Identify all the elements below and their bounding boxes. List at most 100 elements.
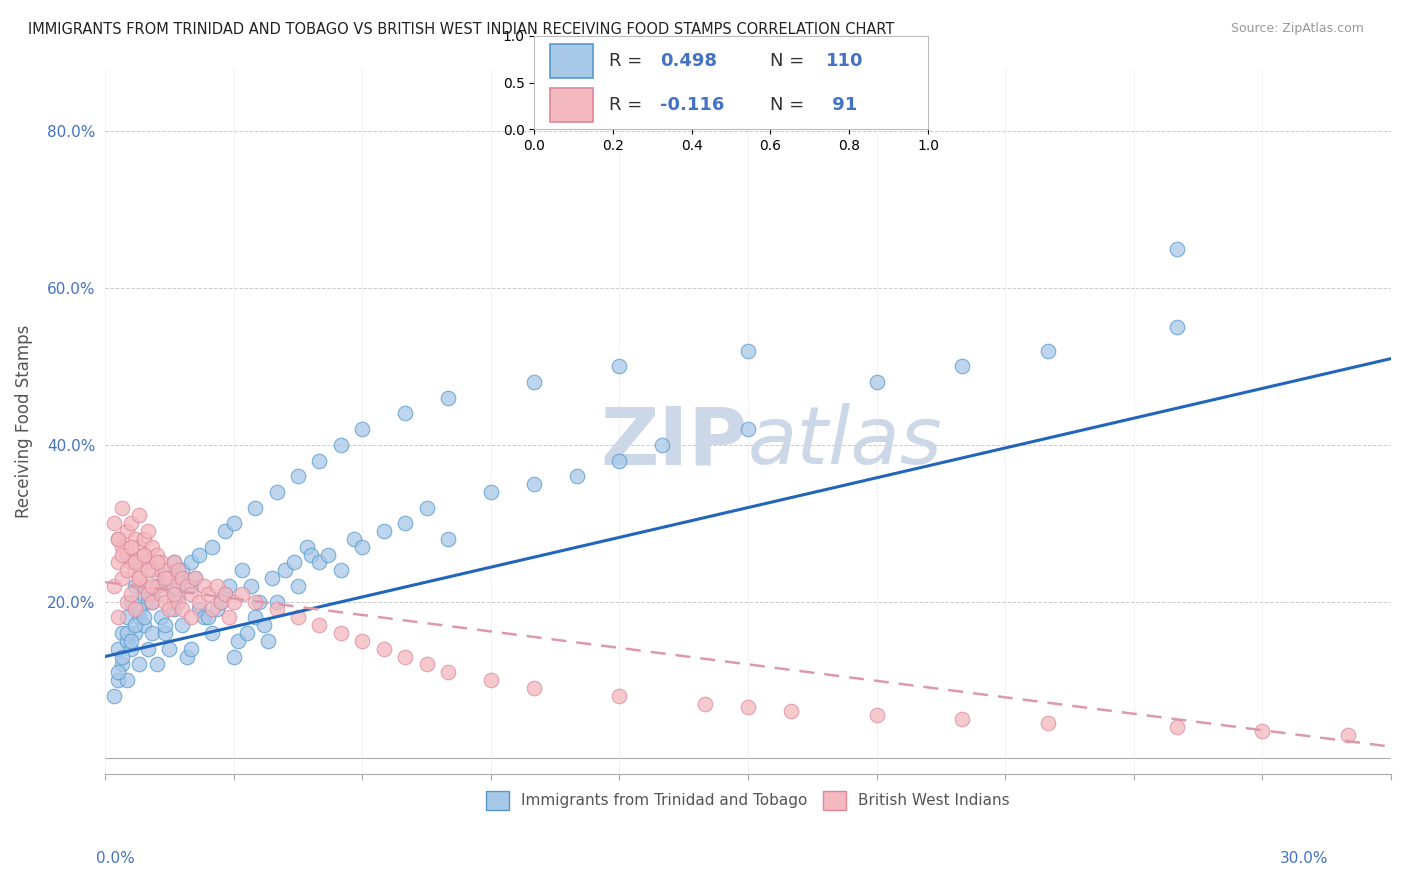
Point: [115, 673, 138, 687]
Point: [132, 579, 155, 593]
Point: [136, 594, 159, 608]
Point: [266, 594, 288, 608]
Point: [128, 508, 150, 523]
Point: [1166, 242, 1188, 256]
Point: [866, 375, 889, 389]
Point: [201, 602, 224, 616]
Point: [157, 602, 180, 616]
Point: [523, 477, 546, 491]
Point: [394, 649, 416, 664]
Point: [274, 563, 297, 577]
Point: [1166, 720, 1188, 734]
Point: [218, 610, 240, 624]
Point: [479, 484, 502, 499]
Point: [737, 343, 759, 358]
Point: [266, 484, 288, 499]
Point: [343, 532, 366, 546]
Point: [124, 618, 146, 632]
Text: R =: R =: [609, 52, 648, 70]
Point: [136, 587, 159, 601]
Point: [201, 626, 224, 640]
Point: [373, 524, 395, 538]
Text: 110: 110: [825, 52, 863, 70]
Point: [295, 540, 318, 554]
Point: [167, 594, 190, 608]
Point: [316, 548, 339, 562]
Point: [479, 673, 502, 687]
Point: [153, 571, 176, 585]
Point: [149, 587, 172, 601]
Point: [141, 626, 163, 640]
Point: [737, 700, 759, 714]
Text: IMMIGRANTS FROM TRINIDAD AND TOBAGO VS BRITISH WEST INDIAN RECEIVING FOOD STAMPS: IMMIGRANTS FROM TRINIDAD AND TOBAGO VS B…: [28, 22, 894, 37]
Point: [157, 571, 180, 585]
Point: [780, 705, 803, 719]
Text: ZIP: ZIP: [600, 403, 748, 482]
Point: [163, 556, 186, 570]
Point: [172, 618, 194, 632]
Point: [188, 602, 211, 616]
Point: [107, 532, 129, 546]
Point: [950, 712, 973, 726]
Point: [141, 594, 163, 608]
Point: [226, 633, 249, 648]
Point: [299, 548, 322, 562]
Text: Source: ZipAtlas.com: Source: ZipAtlas.com: [1230, 22, 1364, 36]
Point: [283, 556, 305, 570]
Point: [737, 422, 759, 436]
Text: atlas: atlas: [748, 403, 943, 482]
Point: [352, 422, 374, 436]
Point: [153, 594, 176, 608]
Point: [132, 548, 155, 562]
Point: [145, 579, 167, 593]
Point: [329, 563, 352, 577]
FancyBboxPatch shape: [550, 88, 593, 122]
Point: [124, 626, 146, 640]
Point: [308, 618, 330, 632]
Point: [609, 689, 631, 703]
Point: [609, 453, 631, 467]
Point: [153, 563, 176, 577]
Point: [287, 579, 309, 593]
Point: [107, 641, 129, 656]
Point: [115, 548, 138, 562]
Point: [180, 641, 202, 656]
Point: [180, 556, 202, 570]
Point: [866, 708, 889, 723]
Point: [201, 540, 224, 554]
Point: [373, 641, 395, 656]
Point: [124, 556, 146, 570]
Point: [153, 618, 176, 632]
Point: [193, 579, 215, 593]
Point: [120, 633, 142, 648]
Point: [651, 438, 673, 452]
Point: [222, 594, 245, 608]
Point: [120, 516, 142, 531]
Point: [176, 649, 198, 664]
Point: [266, 602, 288, 616]
Point: [128, 540, 150, 554]
Point: [141, 579, 163, 593]
Text: 30.0%: 30.0%: [1281, 851, 1329, 865]
Text: N =: N =: [770, 96, 810, 114]
Point: [111, 540, 134, 554]
Point: [124, 579, 146, 593]
Text: N =: N =: [770, 52, 810, 70]
Point: [437, 391, 460, 405]
Point: [163, 556, 186, 570]
Point: [172, 563, 194, 577]
Point: [111, 626, 134, 640]
Point: [136, 641, 159, 656]
Point: [695, 697, 717, 711]
Text: 0.0%: 0.0%: [96, 851, 135, 865]
Point: [239, 579, 262, 593]
Point: [136, 524, 159, 538]
Point: [145, 579, 167, 593]
Point: [128, 657, 150, 672]
Point: [107, 665, 129, 680]
Point: [132, 532, 155, 546]
Point: [111, 649, 134, 664]
Point: [565, 469, 588, 483]
Point: [188, 548, 211, 562]
Text: -0.116: -0.116: [661, 96, 724, 114]
